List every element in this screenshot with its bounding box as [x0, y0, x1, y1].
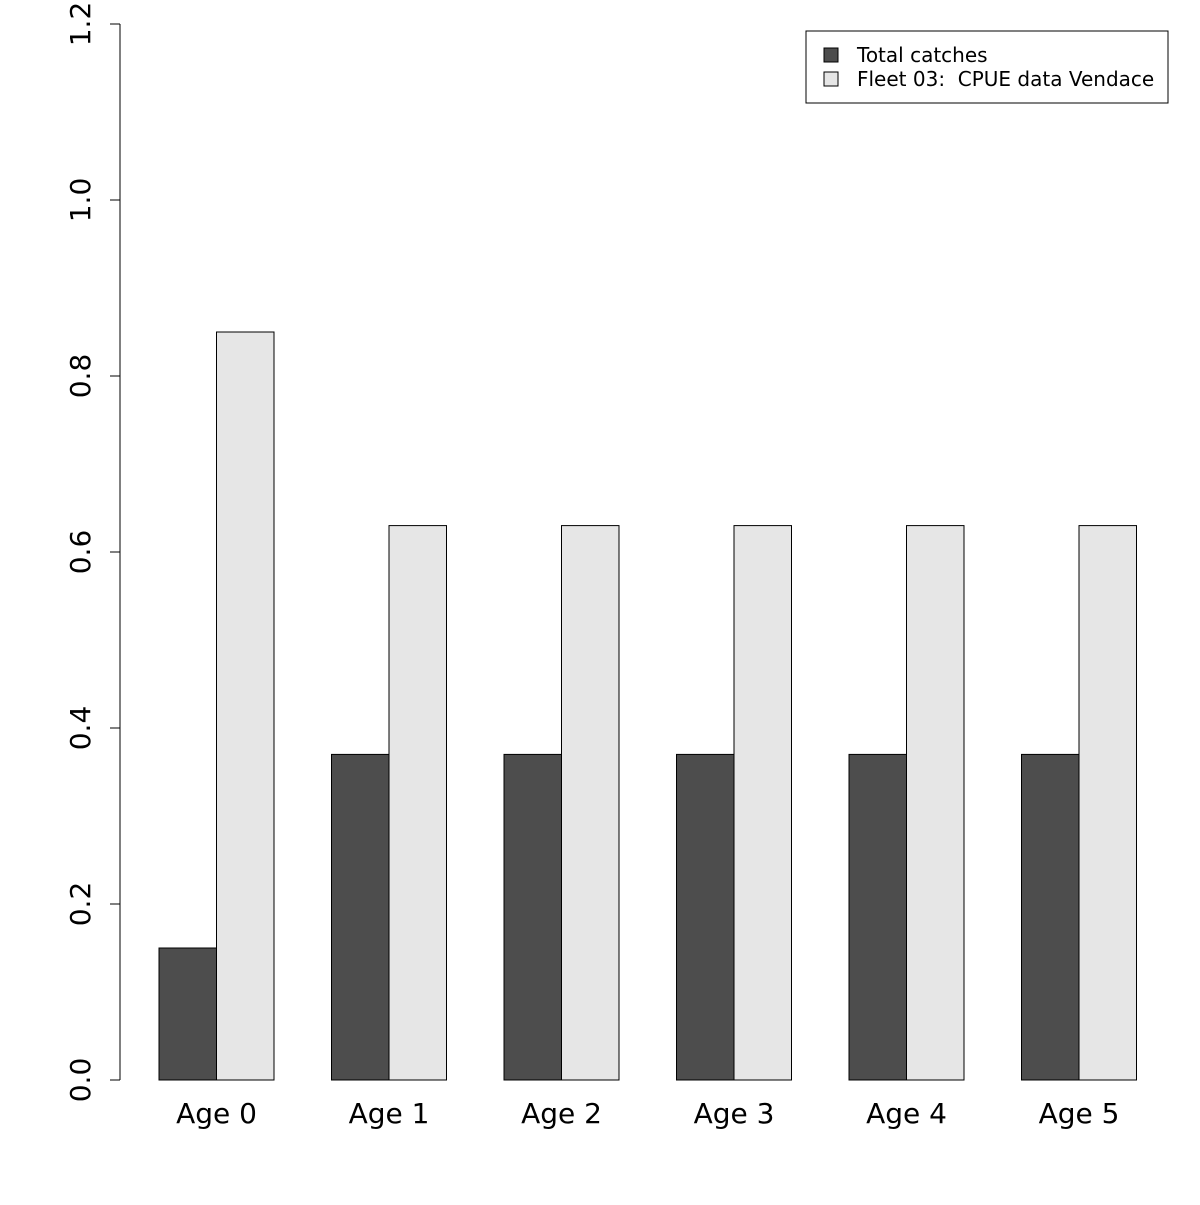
bars — [158, 331, 1137, 1081]
legend-entry: Total catches — [856, 43, 988, 67]
x-category-label: Age 3 — [694, 1097, 775, 1130]
bar-total-catches-1 — [331, 753, 390, 1081]
bar-fleet-03-3 — [733, 525, 792, 1081]
legend-box — [805, 30, 1169, 104]
x-category-label: Age 4 — [866, 1097, 947, 1130]
bar-total-catches-3 — [676, 753, 735, 1081]
legend-entry: Fleet 03: CPUE data Vendace — [857, 67, 1154, 91]
y-axis: 0.0 0.2 0.4 0.6 0.8 1.0 1.2 — [64, 2, 121, 1103]
bar-fleet-03-2 — [561, 525, 620, 1081]
x-axis-labels: Age 0 Age 1 Age 2 Age 3 Age 4 Age 5 — [176, 1097, 1119, 1130]
x-category-label: Age 2 — [521, 1097, 602, 1130]
bar-total-catches-0 — [158, 947, 217, 1081]
x-category-label: Age 0 — [176, 1097, 257, 1130]
bar-fleet-03-1 — [388, 525, 447, 1081]
y-tick-label: 0.0 — [64, 1058, 97, 1103]
y-tick-label: 1.0 — [64, 178, 97, 223]
y-tick-label: 0.4 — [64, 706, 97, 751]
legend-swatch — [823, 71, 839, 87]
y-tick-label: 0.6 — [64, 530, 97, 575]
bar-fleet-03-5 — [1078, 525, 1137, 1081]
bar-fleet-03-4 — [906, 525, 965, 1081]
bar-total-catches-5 — [1021, 753, 1080, 1081]
bar-total-catches-2 — [503, 753, 562, 1081]
x-category-label: Age 1 — [349, 1097, 430, 1130]
x-category-label: Age 5 — [1039, 1097, 1120, 1130]
y-tick-label: 0.2 — [64, 882, 97, 927]
bar-fleet-03-0 — [216, 331, 275, 1081]
bar-total-catches-4 — [848, 753, 907, 1081]
y-tick-label: 1.2 — [64, 2, 97, 47]
legend-swatch — [823, 47, 839, 63]
y-tick-label: 0.8 — [64, 354, 97, 399]
